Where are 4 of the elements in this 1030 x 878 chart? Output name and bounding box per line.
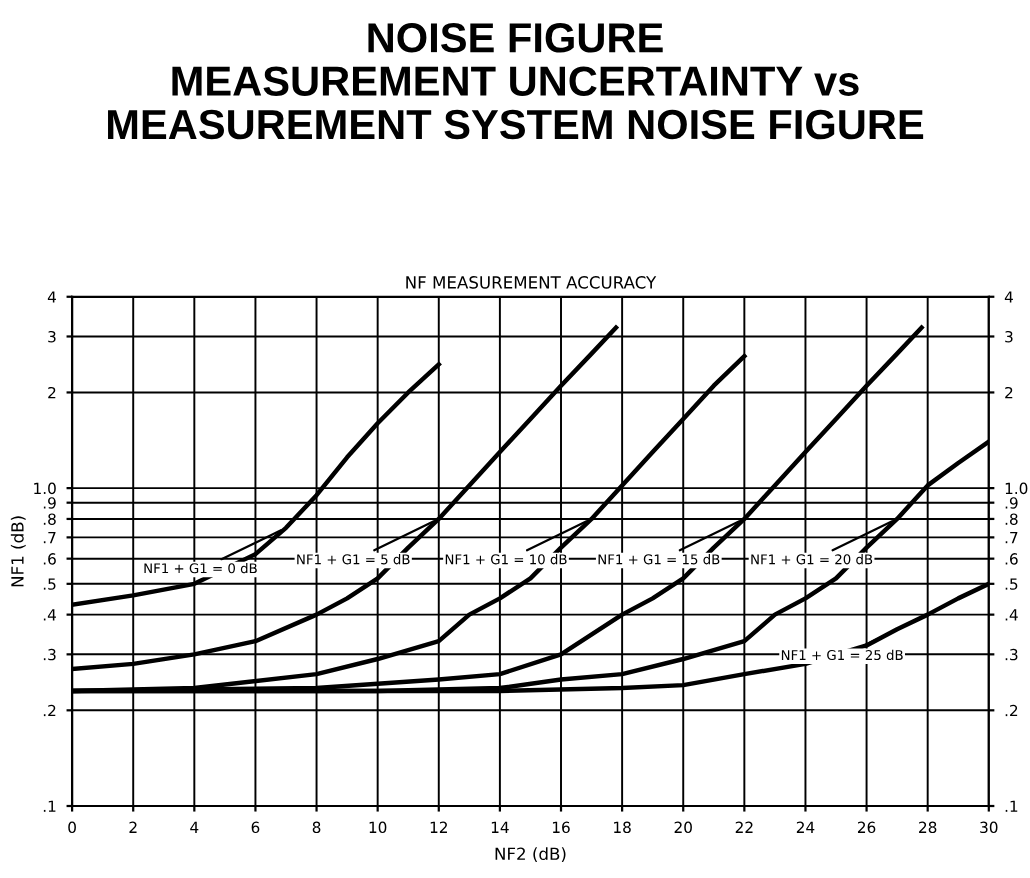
chart-subtitle: NF MEASUREMENT ACCURACY [406, 276, 657, 289]
x-axis-title: NF2 (dB) [495, 847, 566, 863]
chart-title: NOISE FIGURE MEASUREMENT UNCERTAINTY vs MEASUREMENT SYSTEM NOISE FIGURE [108, 23, 924, 140]
y-axis-title: NF1 (dB) [10, 516, 26, 587]
